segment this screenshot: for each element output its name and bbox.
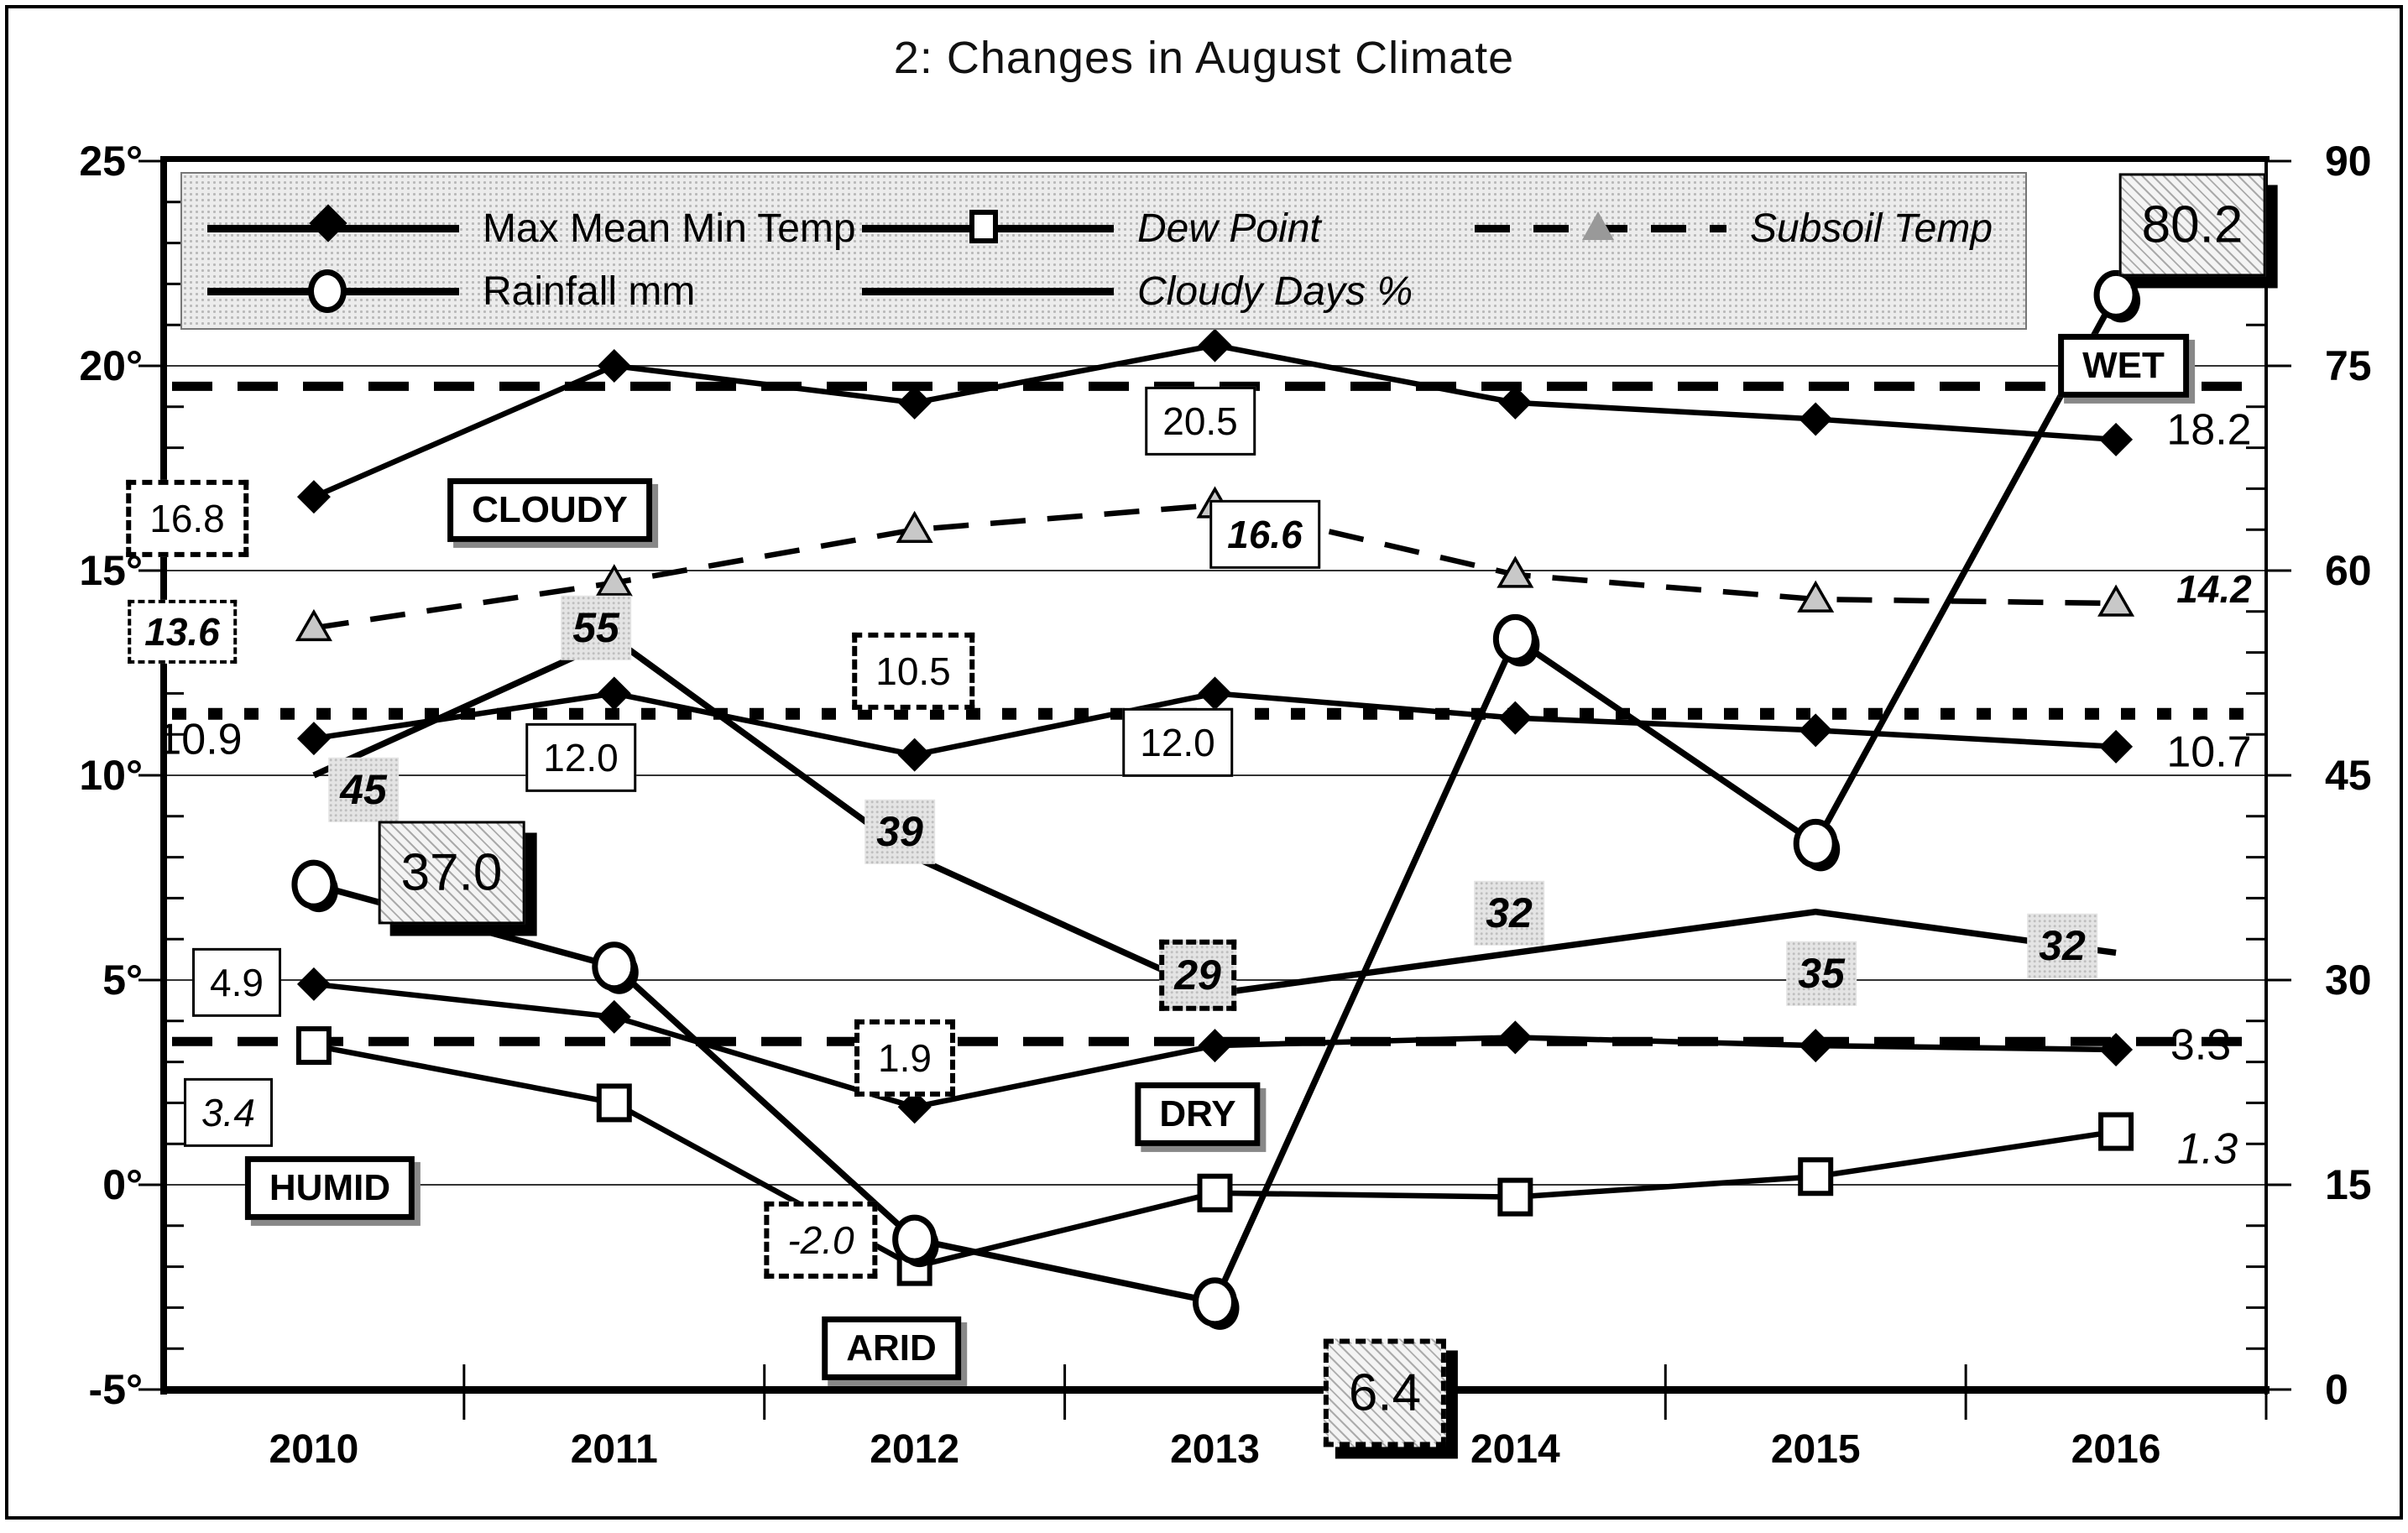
- diamond-marker-icon: [207, 203, 459, 253]
- plot-area: [138, 156, 2291, 1420]
- annotation-16.6: 16.6: [1209, 499, 1320, 570]
- left-axis-tick-label: 0°: [102, 1161, 143, 1208]
- x-axis-tick-label: 2015: [1770, 1427, 1861, 1472]
- legend-label: Cloudy Days %: [1137, 269, 1413, 314]
- left-axis-tick-label: 10°: [79, 752, 143, 799]
- annotation-humid: HUMID: [244, 1155, 415, 1221]
- annotation-35: 35: [1786, 941, 1857, 1006]
- right-axis-tick-label: 75: [2325, 342, 2372, 389]
- figure-frame: 2: Changes in August Climate Max Mean Mi…: [5, 5, 2403, 1520]
- annotation-1.3: 1.3: [2176, 1124, 2238, 1174]
- x-axis-tick-label: 2012: [870, 1427, 960, 1472]
- right-axis-tick-label: 45: [2325, 752, 2372, 799]
- series-markers-mean-temp: [296, 676, 2134, 772]
- legend-label: Dew Point: [1137, 206, 1321, 251]
- annotation-16.8: 16.8: [126, 479, 248, 558]
- chart-title: 2: Changes in August Climate: [893, 33, 1515, 83]
- legend-item-dew-point: Dew Point: [862, 203, 1321, 253]
- annotation-10.7: 10.7: [2166, 727, 2252, 777]
- legend-label: Max Mean Min Temp: [483, 206, 856, 251]
- series-markers-rainfall-mm: [291, 269, 2141, 1330]
- annotation-45: 45: [328, 757, 399, 822]
- legend-item-cloudy-days: Cloudy Days %: [862, 266, 1413, 316]
- series-line-dew-point: [313, 1042, 2117, 1270]
- x-axis-tick-label: 2011: [570, 1427, 658, 1472]
- legend-item-rainfall: Rainfall mm: [207, 266, 695, 316]
- annotation-12.0: 12.0: [1122, 707, 1233, 778]
- x-axis-tick-label: 2010: [269, 1427, 359, 1472]
- square-marker-icon: [862, 203, 1114, 253]
- x-axis-tick-label: 2016: [2071, 1427, 2161, 1472]
- annotation-37.0: 37.0: [378, 821, 525, 925]
- annotation-6.4: 6.4: [1323, 1338, 1447, 1447]
- series-markers-dew-point: [295, 1026, 2134, 1286]
- annotation-55: 55: [561, 595, 631, 660]
- series-markers-max-temp: [296, 328, 2134, 514]
- annotation-14.2: 14.2: [2176, 566, 2252, 611]
- annotation-1.9: 1.9: [854, 1019, 955, 1098]
- annotation-32: 32: [2027, 913, 2097, 978]
- annotation-32: 32: [1474, 880, 1544, 946]
- annotation--2.0: -2.0: [764, 1201, 878, 1280]
- right-axis-tick-label: 60: [2325, 547, 2372, 594]
- circle-marker-icon: [207, 266, 459, 316]
- annotation-10.5: 10.5: [852, 632, 974, 711]
- left-axis-tick-label: 25°: [79, 138, 143, 185]
- x-axis-tick-label: 2014: [1470, 1427, 1560, 1472]
- left-axis-tick-label: -5°: [88, 1366, 143, 1413]
- legend-box: Max Mean Min Temp Dew Point Subsoil Temp…: [180, 172, 2027, 330]
- legend-item-max-mean-min-temp: Max Mean Min Temp: [207, 203, 856, 253]
- annotation-arid: ARID: [822, 1316, 961, 1381]
- annotation-13.6: 13.6: [128, 599, 237, 665]
- annotation-10.9: 10.9: [157, 715, 243, 764]
- annotation-wet: WET: [2058, 333, 2189, 399]
- triangle-marker-icon: [1475, 203, 1726, 253]
- annotation-4.9: 4.9: [192, 947, 281, 1018]
- left-axis-tick-label: 15°: [79, 547, 143, 594]
- bottom-spine: [160, 1386, 2270, 1394]
- annotation-29: 29: [1159, 939, 1236, 1011]
- right-axis-tick-label: 90: [2325, 138, 2372, 185]
- annotation-80.2: 80.2: [2118, 173, 2266, 277]
- annotation-dry: DRY: [1135, 1082, 1261, 1147]
- right-axis-tick-label: 0: [2325, 1366, 2348, 1413]
- top-spine: [160, 156, 2270, 162]
- right-axis-tick-label: 15: [2325, 1161, 2372, 1208]
- legend-label: Rainfall mm: [483, 269, 696, 314]
- annotation-3.3: 3.3: [2170, 1020, 2232, 1070]
- right-axis-tick-label: 30: [2325, 957, 2372, 1004]
- left-axis-tick-label: 5°: [102, 957, 143, 1004]
- annotation-3.4: 3.4: [184, 1077, 273, 1148]
- annotation-20.5: 20.5: [1145, 386, 1256, 456]
- annotation-12.0: 12.0: [525, 722, 636, 793]
- legend-label: Subsoil Temp: [1750, 206, 1993, 251]
- line-marker-icon: [862, 266, 1114, 316]
- annotation-39: 39: [864, 799, 935, 864]
- series-markers-min-temp: [296, 967, 2134, 1124]
- annotation-cloudy: CLOUDY: [447, 477, 652, 543]
- annotation-18.2: 18.2: [2166, 405, 2252, 455]
- left-axis-tick-label: 20°: [79, 342, 143, 389]
- legend-item-subsoil-temp: Subsoil Temp: [1475, 203, 1993, 253]
- x-axis-tick-label: 2013: [1170, 1427, 1260, 1472]
